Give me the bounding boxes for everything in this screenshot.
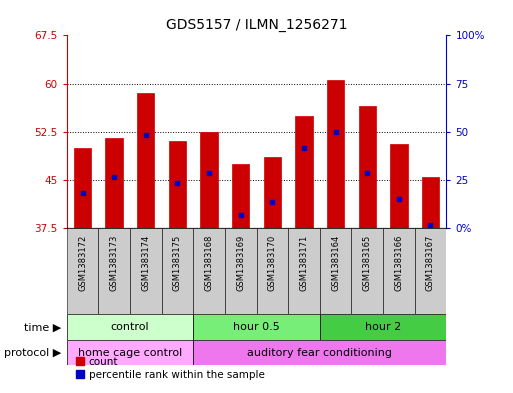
Bar bbox=[74, 148, 91, 228]
Bar bbox=[67, 340, 193, 365]
Bar bbox=[193, 340, 446, 365]
Bar bbox=[288, 228, 320, 314]
Bar bbox=[169, 141, 186, 228]
Text: hour 2: hour 2 bbox=[365, 322, 401, 332]
Bar bbox=[130, 228, 162, 314]
Bar bbox=[320, 228, 351, 314]
Text: GSM1383166: GSM1383166 bbox=[394, 235, 403, 291]
Bar bbox=[295, 116, 312, 228]
Bar bbox=[351, 228, 383, 314]
Text: home cage control: home cage control bbox=[78, 348, 182, 358]
Bar bbox=[162, 228, 193, 314]
Text: auditory fear conditioning: auditory fear conditioning bbox=[247, 348, 392, 358]
Bar bbox=[225, 228, 256, 314]
Text: GSM1383169: GSM1383169 bbox=[236, 235, 245, 291]
Text: GSM1383171: GSM1383171 bbox=[300, 235, 308, 291]
Bar bbox=[383, 228, 415, 314]
Bar bbox=[193, 228, 225, 314]
Text: GSM1383170: GSM1383170 bbox=[268, 235, 277, 291]
Bar bbox=[193, 314, 320, 340]
Text: GSM1383168: GSM1383168 bbox=[205, 235, 213, 291]
Text: control: control bbox=[111, 322, 149, 332]
Bar bbox=[201, 132, 218, 228]
Bar bbox=[264, 157, 281, 228]
Bar bbox=[67, 228, 98, 314]
Bar bbox=[232, 164, 249, 228]
Bar bbox=[422, 176, 439, 228]
Bar bbox=[106, 138, 123, 228]
Text: GSM1383164: GSM1383164 bbox=[331, 235, 340, 291]
Bar bbox=[415, 228, 446, 314]
Text: protocol ▶: protocol ▶ bbox=[4, 348, 62, 358]
Text: GSM1383175: GSM1383175 bbox=[173, 235, 182, 291]
Legend: count, percentile rank within the sample: count, percentile rank within the sample bbox=[72, 353, 269, 384]
Text: GSM1383173: GSM1383173 bbox=[110, 235, 119, 291]
Bar bbox=[390, 145, 407, 228]
Bar bbox=[67, 314, 193, 340]
Text: hour 0.5: hour 0.5 bbox=[233, 322, 280, 332]
Text: GSM1383165: GSM1383165 bbox=[363, 235, 372, 291]
Bar bbox=[327, 80, 344, 228]
Text: GSM1383167: GSM1383167 bbox=[426, 235, 435, 291]
Title: GDS5157 / ILMN_1256271: GDS5157 / ILMN_1256271 bbox=[166, 18, 347, 31]
Bar bbox=[256, 228, 288, 314]
Bar bbox=[98, 228, 130, 314]
Bar bbox=[320, 314, 446, 340]
Text: GSM1383172: GSM1383172 bbox=[78, 235, 87, 291]
Text: GSM1383174: GSM1383174 bbox=[141, 235, 150, 291]
Text: time ▶: time ▶ bbox=[24, 322, 62, 332]
Bar bbox=[137, 93, 154, 228]
Bar bbox=[359, 106, 376, 228]
